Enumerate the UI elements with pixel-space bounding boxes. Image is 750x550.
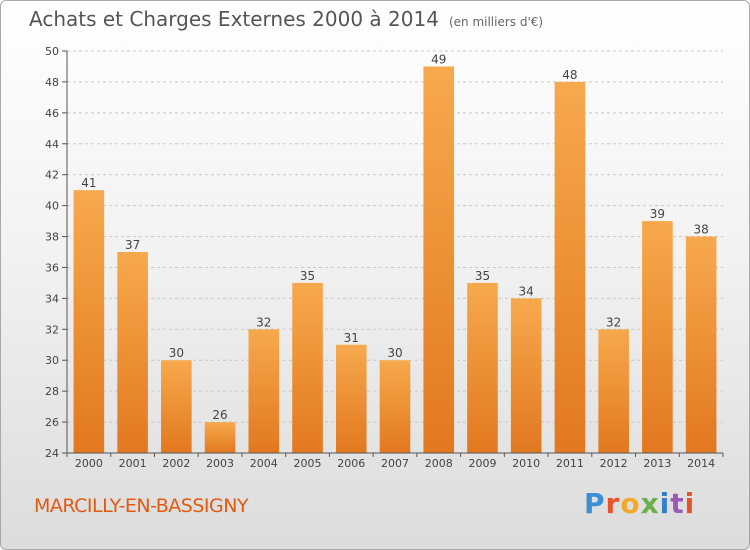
bars (73, 66, 717, 453)
bar-2012 (598, 329, 629, 453)
bar-2003 (204, 422, 236, 453)
y-tick-label: 46 (45, 107, 59, 120)
bar-2011 (554, 81, 586, 453)
bar-2000 (73, 190, 105, 453)
y-tick-label: 34 (45, 292, 59, 305)
bar-2004 (248, 329, 280, 453)
axes: 24 26 28 30 32 34 36 38 40 42 44 46 48 50 2000 2001 2002… (45, 45, 724, 470)
data-label-2009: 35 (475, 269, 490, 283)
bar-2010 (510, 298, 542, 453)
bar-2013 (642, 221, 673, 453)
y-tick-label: 42 (45, 169, 59, 182)
bar-2005 (292, 282, 323, 453)
x-tick-label: 2005 (294, 457, 322, 470)
x-tick-label: 2014 (687, 457, 715, 470)
logo-letter: x (640, 487, 660, 520)
logo-letter: t (670, 487, 685, 520)
y-tick-label: 38 (45, 231, 59, 244)
logo-letter: P (584, 487, 606, 520)
bar-2009 (467, 282, 498, 453)
bar-2002 (161, 360, 192, 453)
x-tick-label: 2010 (512, 457, 540, 470)
chart-unit: (en milliers d'€) (448, 15, 544, 29)
y-tick-label: 26 (45, 416, 59, 429)
data-label-2010: 34 (519, 284, 534, 298)
y-tick-label: 48 (45, 76, 59, 89)
data-label-2001: 37 (125, 238, 140, 252)
y-tick-label: 50 (45, 45, 59, 58)
bar-2001 (117, 252, 148, 453)
y-tick-label: 30 (45, 354, 59, 367)
logo-letter: i (659, 487, 671, 520)
data-label-2004: 32 (256, 315, 271, 329)
y-tick-label: 32 (45, 323, 59, 336)
x-tick-label: 2011 (556, 457, 584, 470)
data-label-2011: 48 (562, 68, 577, 82)
x-tick-label: 2000 (75, 457, 103, 470)
data-label-2005: 35 (300, 269, 315, 283)
data-label-2014: 38 (693, 223, 708, 237)
x-tick-label: 2004 (250, 457, 278, 470)
x-tick-label: 2013 (643, 457, 671, 470)
data-labels: 41 37 30 26 32 35 31 30 49 35 34 48 32 39 38 (81, 52, 709, 422)
location-name: MARCILLY-EN-BASSIGNY (34, 495, 249, 517)
x-tick-label: 2012 (600, 457, 628, 470)
logo-letter: i (684, 487, 696, 520)
y-tick-label: 24 (45, 447, 59, 460)
data-label-2003: 26 (212, 408, 227, 422)
x-tick-label: 2008 (425, 457, 453, 470)
y-tick-label: 40 (45, 200, 59, 213)
logo-letter: r (605, 487, 621, 520)
x-tick-label: 2001 (119, 457, 147, 470)
x-tick-label: 2007 (381, 457, 409, 470)
bar-2007 (379, 360, 411, 453)
data-label-2012: 32 (606, 315, 621, 329)
x-tick-label: 2006 (337, 457, 365, 470)
x-tick-label: 2002 (162, 457, 190, 470)
y-tick-label: 36 (45, 261, 59, 274)
chart-title-text: Achats et Charges Externes 2000 à 2014 (29, 7, 439, 31)
bar-2006 (335, 344, 367, 453)
x-tick-label: 2003 (206, 457, 234, 470)
bar-2014 (685, 236, 717, 453)
data-label-2002: 30 (169, 346, 184, 360)
logo-letter: o (620, 487, 641, 520)
chart-title: Achats et Charges Externes 2000 à 2014 (e… (29, 7, 543, 31)
data-label-2000: 41 (81, 176, 96, 190)
data-label-2013: 39 (650, 207, 665, 221)
bar-2008 (423, 66, 455, 453)
data-label-2007: 30 (387, 346, 402, 360)
y-tick-label: 28 (45, 385, 59, 398)
data-label-2006: 31 (344, 331, 359, 345)
x-tick-label: 2009 (468, 457, 496, 470)
proxiti-logo: Proxiti (584, 487, 695, 520)
y-tick-label: 44 (45, 138, 59, 151)
data-label-2008: 49 (431, 52, 446, 66)
